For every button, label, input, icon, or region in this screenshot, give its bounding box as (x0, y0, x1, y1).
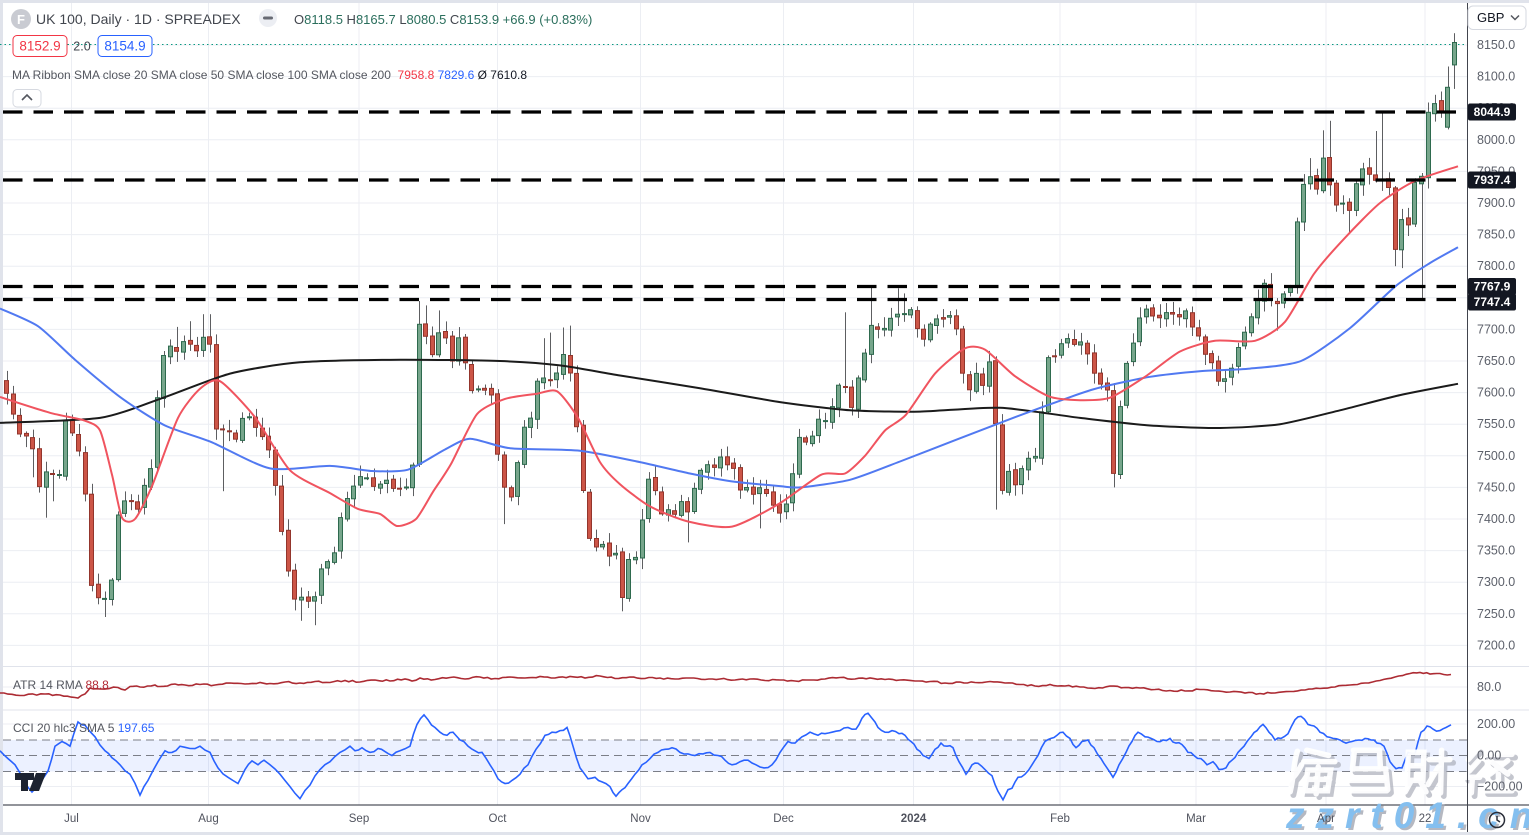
svg-text:Oct: Oct (489, 813, 508, 825)
svg-text:7450.0: 7450.0 (1477, 480, 1515, 494)
svg-text:O8118.5 H8165.7 L8080.5 C8153.: O8118.5 H8165.7 L8080.5 C8153.9 +66.9 (+… (294, 12, 592, 27)
svg-text:Dec: Dec (773, 813, 794, 825)
svg-text:2024: 2024 (901, 813, 927, 825)
svg-text:8150.0: 8150.0 (1477, 38, 1515, 52)
svg-text:Sep: Sep (349, 813, 369, 825)
svg-text:GBP: GBP (1477, 10, 1504, 25)
svg-text:Aug: Aug (198, 813, 218, 825)
svg-text:8152.9: 8152.9 (19, 39, 60, 54)
svg-text:7800.0: 7800.0 (1477, 259, 1515, 273)
svg-text:7550.0: 7550.0 (1477, 417, 1515, 431)
svg-text:80.0: 80.0 (1477, 680, 1501, 694)
svg-text:8000.0: 8000.0 (1477, 133, 1515, 147)
svg-text:7600.0: 7600.0 (1477, 386, 1515, 400)
svg-text:MA Ribbon SMA close 20 SMA clo: MA Ribbon SMA close 20 SMA close 50 SMA … (12, 68, 527, 82)
svg-text:7400.0: 7400.0 (1477, 512, 1515, 526)
svg-text:8100.0: 8100.0 (1477, 70, 1515, 84)
svg-text:zzrt01.cn: zzrt01.cn (1288, 797, 1529, 835)
svg-text:−200.00: −200.00 (1477, 780, 1523, 794)
svg-text:7747.4: 7747.4 (1474, 295, 1511, 309)
svg-text:CCI 20 hlc3 SMA 5 197.65: CCI 20 hlc3 SMA 5 197.65 (13, 721, 155, 735)
svg-text:Mar: Mar (1186, 813, 1206, 825)
svg-text:7700.0: 7700.0 (1477, 322, 1515, 336)
svg-text:7900.0: 7900.0 (1477, 196, 1515, 210)
svg-text:7250.0: 7250.0 (1477, 607, 1515, 621)
svg-text:ATR 14 RMA 88.8: ATR 14 RMA 88.8 (13, 678, 109, 692)
svg-text:Apr: Apr (1317, 813, 1335, 825)
svg-text:8044.9: 8044.9 (1474, 105, 1511, 119)
svg-text:2.0: 2.0 (73, 40, 90, 54)
svg-text:UK 100, Daily · 1D · SPREADEX: UK 100, Daily · 1D · SPREADEX (36, 11, 241, 27)
svg-text:0.00: 0.00 (1477, 749, 1501, 763)
svg-text:Jul: Jul (64, 813, 79, 825)
svg-text:7850.0: 7850.0 (1477, 228, 1515, 242)
svg-text:22: 22 (1419, 813, 1432, 825)
svg-text:zzrt01.cn: zzrt01.cn (1285, 795, 1529, 835)
svg-text:Feb: Feb (1050, 813, 1070, 825)
svg-text:200.00: 200.00 (1477, 717, 1515, 731)
svg-text:F: F (17, 12, 25, 27)
svg-text:7500.0: 7500.0 (1477, 449, 1515, 463)
svg-text:7300.0: 7300.0 (1477, 575, 1515, 589)
svg-text:Nov: Nov (630, 813, 651, 825)
svg-text:7650.0: 7650.0 (1477, 354, 1515, 368)
svg-text:7937.4: 7937.4 (1474, 173, 1511, 187)
svg-text:8154.9: 8154.9 (104, 39, 145, 54)
svg-text:7350.0: 7350.0 (1477, 544, 1515, 558)
svg-text:7200.0: 7200.0 (1477, 638, 1515, 652)
svg-text:7767.9: 7767.9 (1474, 280, 1511, 294)
